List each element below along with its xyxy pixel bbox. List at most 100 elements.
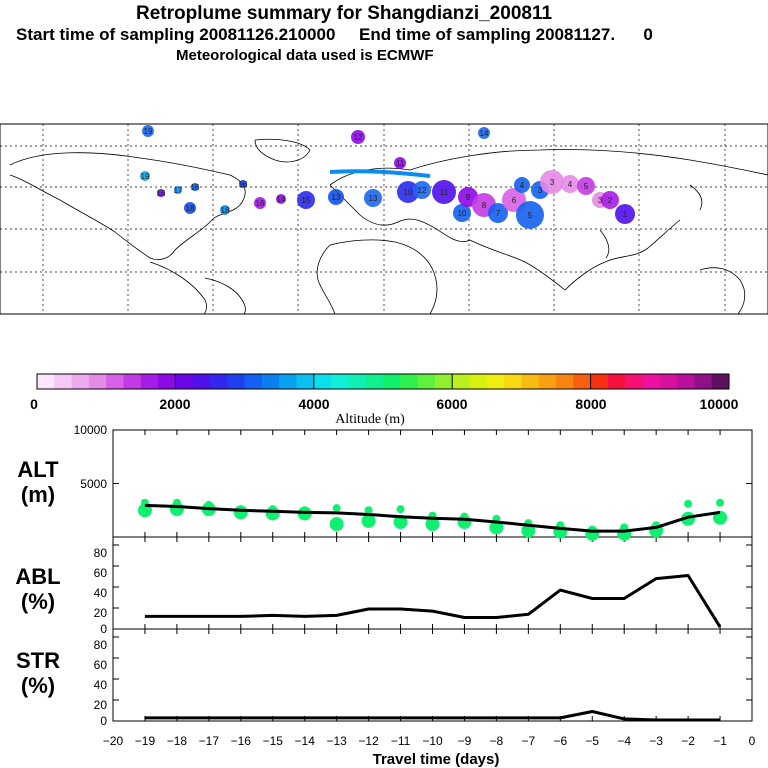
colorbar-swatch [469,374,488,389]
x-tick-label: −16 [231,734,252,748]
alt-ytick-10000: 10000 [74,423,108,437]
colorbar-tick-2000: 2000 [159,396,190,412]
str-ytick-80: 80 [94,638,108,652]
series-lines [144,503,722,722]
plume-cluster-label: 4 [568,180,573,189]
alt-spread-point [329,517,344,532]
colorbar-swatch [106,374,124,389]
plume-cluster-label: 14 [277,195,286,204]
plume-track [329,169,431,178]
plume-cluster [540,170,564,194]
plume-cluster-label: 7 [496,209,501,218]
colorbar-swatch [486,374,505,389]
colorbar-swatch [210,374,228,389]
plume-cluster [220,205,230,215]
plume-cluster [174,186,182,194]
plume-cluster-label: 18 [221,206,230,215]
alt-label: ALT [17,457,59,482]
plume-cluster-label: 10 [404,188,413,197]
altitude-colorbar: 0 2000 4000 6000 8000 10000 Altitude (m) [30,373,739,427]
colorbar-swatch [71,374,90,389]
colorbar-swatch [313,374,332,389]
plume-cluster [615,204,635,224]
x-tick-label: −13 [326,734,347,748]
colorbar-swatch [383,374,401,389]
colorbar-swatch [452,374,470,389]
plume-cluster [453,204,471,222]
plume-cluster-label: 16 [256,199,265,208]
colorbar-swatch [573,374,592,389]
colorbar-swatch [538,374,557,389]
plume-cluster-label: 5 [584,182,589,191]
plume-cluster-label: 3 [538,186,543,195]
alt-spread-point [457,515,472,530]
abl-ytick-80: 80 [94,546,108,560]
alt-spread-point [617,526,632,541]
alt-spread-point [169,502,184,517]
plume-cluster-label: 3 [598,196,603,205]
plume-cluster-label: 10 [458,209,467,218]
colorbar-swatch [279,374,297,389]
x-tick-label: 0 [749,734,756,748]
colorbar-swatch [296,374,315,389]
x-tick-label: −10 [422,734,443,748]
abl-ytick-40: 40 [94,586,108,600]
colorbar-swatch [642,374,661,389]
plume-cluster [239,180,247,188]
colorbar-swatch [400,374,419,389]
colorbar-swatch [677,374,695,389]
plume-cluster-label: 17 [174,186,183,195]
alt-spread-point [716,498,725,507]
str-ytick-20: 20 [94,698,108,712]
plume-cluster [276,194,286,204]
plume-cluster-label: 4 [520,181,525,190]
chart-title: Retroplume summary for Shangdianzi_20081… [136,3,553,24]
x-tick-label: −1 [713,734,727,748]
colorbar-swatch [607,374,626,389]
alt-spread-point [332,504,341,513]
alt-spread-point [265,506,280,521]
alt-spread-point [521,523,536,538]
x-tick-label: −8 [490,734,504,748]
plume-cluster [432,180,456,204]
plume-cluster-label: 14 [480,129,489,138]
x-tick-labels: −20 −19 −18 −17 −16 −15 −14 −13 −12 −11 −10 −9 −8 −7−… [103,734,756,748]
abl-series-line [144,574,722,628]
str-ytick-40: 40 [94,678,108,692]
colorbar-swatch [227,374,246,389]
plume-cluster-label: 16 [191,183,200,192]
plume-cluster [577,177,595,195]
plume-cluster [514,177,530,193]
abl-ytick-20: 20 [94,606,108,620]
colorbar-swatch [37,374,55,389]
x-tick-label: −20 [103,734,124,748]
x-tick-label: −9 [458,734,472,748]
plume-cluster-label: 6 [512,196,517,205]
map-coastlines [9,138,768,315]
x-tick-label: −5 [585,734,599,748]
x-tick-label: −18 [167,734,188,748]
colorbar-swatch [331,374,349,389]
colorbar-swatch [521,374,540,389]
colorbar-tick-8000: 8000 [575,396,606,412]
colorbar-swatch [192,374,211,389]
plume-cluster [488,203,508,223]
x-tick-label: −17 [199,734,220,748]
plume-cluster [184,202,196,214]
plume-cluster-label: 16 [157,189,166,198]
str-panel-frame [112,628,753,722]
plume-cluster [142,125,154,137]
alt-spread-point [489,520,504,535]
colorbar-swatch [54,374,73,389]
alt-spread-point [684,499,693,508]
plume-cluster [140,171,150,181]
plume-cluster [351,130,365,144]
colorbar-swatch [556,374,574,389]
colorbar-label: Altitude (m) [335,412,405,427]
plume-cluster-label: 8 [482,201,487,210]
str-label: STR [16,648,60,673]
alt-series-line [144,503,721,533]
